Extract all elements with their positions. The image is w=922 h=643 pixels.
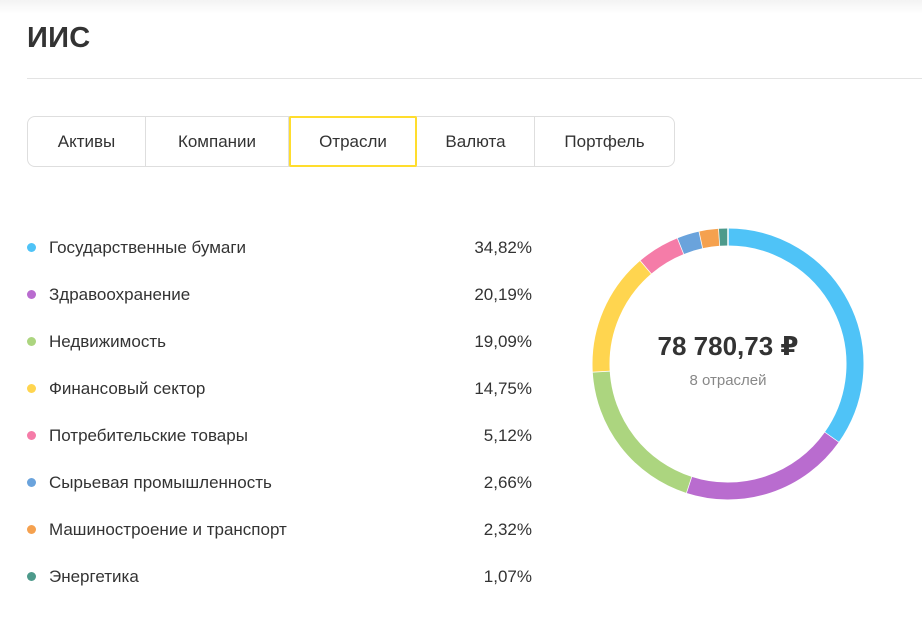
legend-label: Государственные бумаги bbox=[49, 237, 247, 257]
legend-item[interactable]: Энергетика 1,07% bbox=[27, 553, 537, 600]
legend-dot-icon bbox=[27, 243, 36, 252]
tab-sectors[interactable]: Отрасли bbox=[289, 116, 417, 167]
donut-center: 78 780,73 ₽ 8 отраслей bbox=[592, 228, 864, 500]
sector-count: 8 отраслей bbox=[689, 372, 767, 389]
legend-label: Недвижимость bbox=[49, 331, 166, 351]
legend-percent: 19,09% bbox=[474, 331, 532, 351]
legend-item[interactable]: Потребительские товары 5,12% bbox=[27, 412, 537, 459]
header-divider bbox=[27, 78, 922, 79]
donut-slice[interactable] bbox=[686, 432, 839, 500]
sector-donut-chart: 78 780,73 ₽ 8 отраслей bbox=[592, 228, 864, 500]
legend-percent: 1,07% bbox=[483, 566, 532, 586]
legend-percent: 2,66% bbox=[483, 472, 532, 492]
legend-dot-icon bbox=[27, 384, 36, 393]
legend-item[interactable]: Недвижимость 19,09% bbox=[27, 318, 537, 365]
legend-percent: 34,82% bbox=[474, 237, 532, 257]
donut-slice[interactable] bbox=[592, 370, 692, 493]
legend-label: Потребительские товары bbox=[49, 425, 248, 445]
legend-item[interactable]: Государственные бумаги 34,82% bbox=[27, 224, 537, 271]
legend-label: Сырьевая промышленность bbox=[49, 472, 272, 492]
legend-dot-icon bbox=[27, 572, 36, 581]
tab-currency[interactable]: Валюта bbox=[417, 117, 535, 166]
tab-assets[interactable]: Активы bbox=[28, 117, 146, 166]
tab-companies[interactable]: Компании bbox=[146, 117, 289, 166]
donut-slice-separator bbox=[685, 475, 693, 495]
page-title: ИИС bbox=[27, 22, 91, 54]
legend-label: Здравоохранение bbox=[49, 284, 191, 304]
legend-item[interactable]: Машиностроение и транспорт 2,32% bbox=[27, 506, 537, 553]
donut-slice[interactable] bbox=[640, 238, 685, 274]
donut-slice-separator bbox=[676, 236, 686, 256]
legend-item[interactable]: Финансовый сектор 14,75% bbox=[27, 365, 537, 412]
legend-percent: 5,12% bbox=[483, 425, 532, 445]
legend-item[interactable]: Здравоохранение 20,19% bbox=[27, 271, 537, 318]
legend-label: Финансовый сектор bbox=[49, 378, 206, 398]
legend-dot-icon bbox=[27, 431, 36, 440]
donut-slice-separator bbox=[592, 370, 611, 373]
legend-percent: 20,19% bbox=[474, 284, 532, 304]
legend-label: Машиностроение и транспорт bbox=[49, 519, 287, 539]
portfolio-total: 78 780,73 ₽ bbox=[657, 331, 799, 361]
legend-dot-icon bbox=[27, 478, 36, 487]
donut-slice[interactable] bbox=[727, 228, 864, 443]
legend-percent: 14,75% bbox=[474, 378, 532, 398]
legend-item[interactable]: Сырьевая промышленность 2,66% bbox=[27, 459, 537, 506]
legend-label: Энергетика bbox=[49, 566, 139, 586]
legend-percent: 2,32% bbox=[483, 519, 532, 539]
sector-legend: Государственные бумаги 34,82% Здравоохране… bbox=[27, 224, 537, 600]
legend-dot-icon bbox=[27, 290, 36, 299]
top-shadow bbox=[0, 0, 922, 14]
donut-slice[interactable] bbox=[592, 260, 652, 372]
legend-dot-icon bbox=[27, 525, 36, 534]
view-tabs: Активы Компании Отрасли Валюта Портфель bbox=[27, 116, 675, 167]
tab-portfolio[interactable]: Портфель bbox=[564, 131, 645, 151]
donut-svg bbox=[592, 228, 864, 500]
legend-dot-icon bbox=[27, 337, 36, 346]
